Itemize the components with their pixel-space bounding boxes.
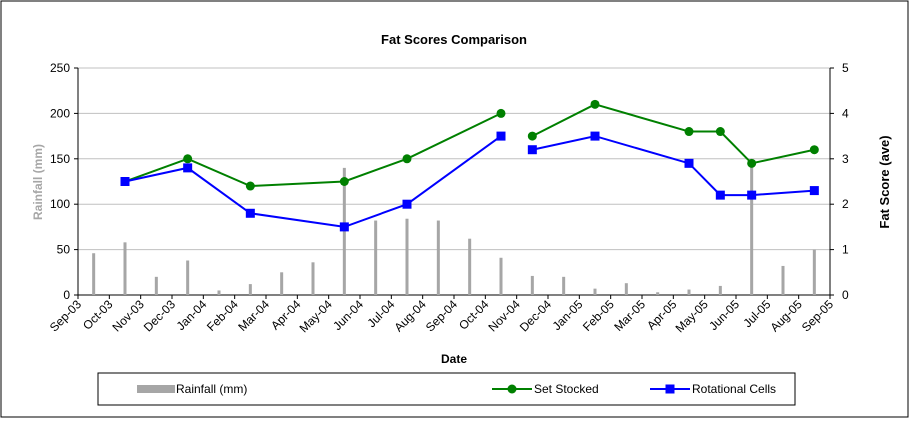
y-tick-label: 50 [57, 243, 71, 257]
bar [405, 218, 409, 295]
point [402, 199, 412, 209]
legend-label: Set Stocked [534, 382, 599, 396]
point [684, 158, 694, 168]
y-tick-label: 100 [50, 197, 70, 211]
point [496, 108, 506, 118]
y2-tick-label: 5 [842, 61, 849, 75]
y2-tick-label: 4 [842, 106, 849, 120]
legend-label: Rotational Cells [692, 382, 776, 396]
y2-axis-title: Fat Score (ave) [877, 135, 892, 228]
y-tick-label: 0 [63, 288, 70, 302]
legend-swatch [137, 385, 175, 393]
y2-tick-label: 1 [842, 243, 849, 257]
bar [656, 292, 660, 295]
bar [342, 167, 346, 295]
y2-tick-label: 0 [842, 288, 849, 302]
legend-marker [665, 384, 675, 394]
point [715, 190, 725, 200]
bar [186, 260, 190, 295]
point [715, 127, 725, 137]
x-axis-title: Date [441, 352, 467, 366]
bar [217, 290, 221, 295]
series-line [124, 103, 815, 188]
point [747, 158, 757, 168]
bar [530, 275, 534, 295]
chart-title: Fat Scores Comparison [381, 32, 527, 47]
point [684, 127, 694, 137]
bar [562, 276, 566, 295]
point [809, 145, 819, 155]
bar [687, 289, 691, 295]
bar [812, 249, 816, 295]
y-tick-label: 200 [50, 106, 70, 120]
point [590, 99, 600, 109]
legend-label: Rainfall (mm) [176, 382, 247, 396]
y-axis-title: Rainfall (mm) [31, 144, 45, 220]
point [590, 131, 600, 141]
point [183, 163, 193, 173]
bar [750, 163, 754, 295]
bar [123, 242, 127, 295]
series-line [124, 135, 815, 228]
point [402, 154, 412, 164]
point [496, 131, 506, 141]
bar [311, 262, 315, 295]
y2-tick-label: 2 [842, 197, 849, 211]
point [245, 208, 255, 218]
bar [248, 284, 252, 295]
bar [374, 220, 378, 295]
bar [280, 272, 284, 295]
bar [781, 265, 785, 295]
bar [593, 288, 597, 295]
point [527, 145, 537, 155]
bar [92, 253, 96, 295]
bar [468, 238, 472, 295]
y2-tick-label: 3 [842, 152, 849, 166]
y-tick-label: 150 [50, 152, 70, 166]
point [183, 154, 193, 164]
point [245, 181, 255, 191]
point [339, 222, 349, 232]
point [747, 190, 757, 200]
point [527, 131, 537, 141]
point [339, 177, 349, 186]
legend-marker [507, 384, 517, 394]
bar [624, 283, 628, 295]
bar [718, 285, 722, 295]
bar [154, 276, 158, 295]
bar [436, 220, 440, 295]
bar [499, 257, 503, 295]
point [809, 186, 819, 196]
y-tick-label: 250 [50, 61, 70, 75]
point [120, 177, 130, 186]
